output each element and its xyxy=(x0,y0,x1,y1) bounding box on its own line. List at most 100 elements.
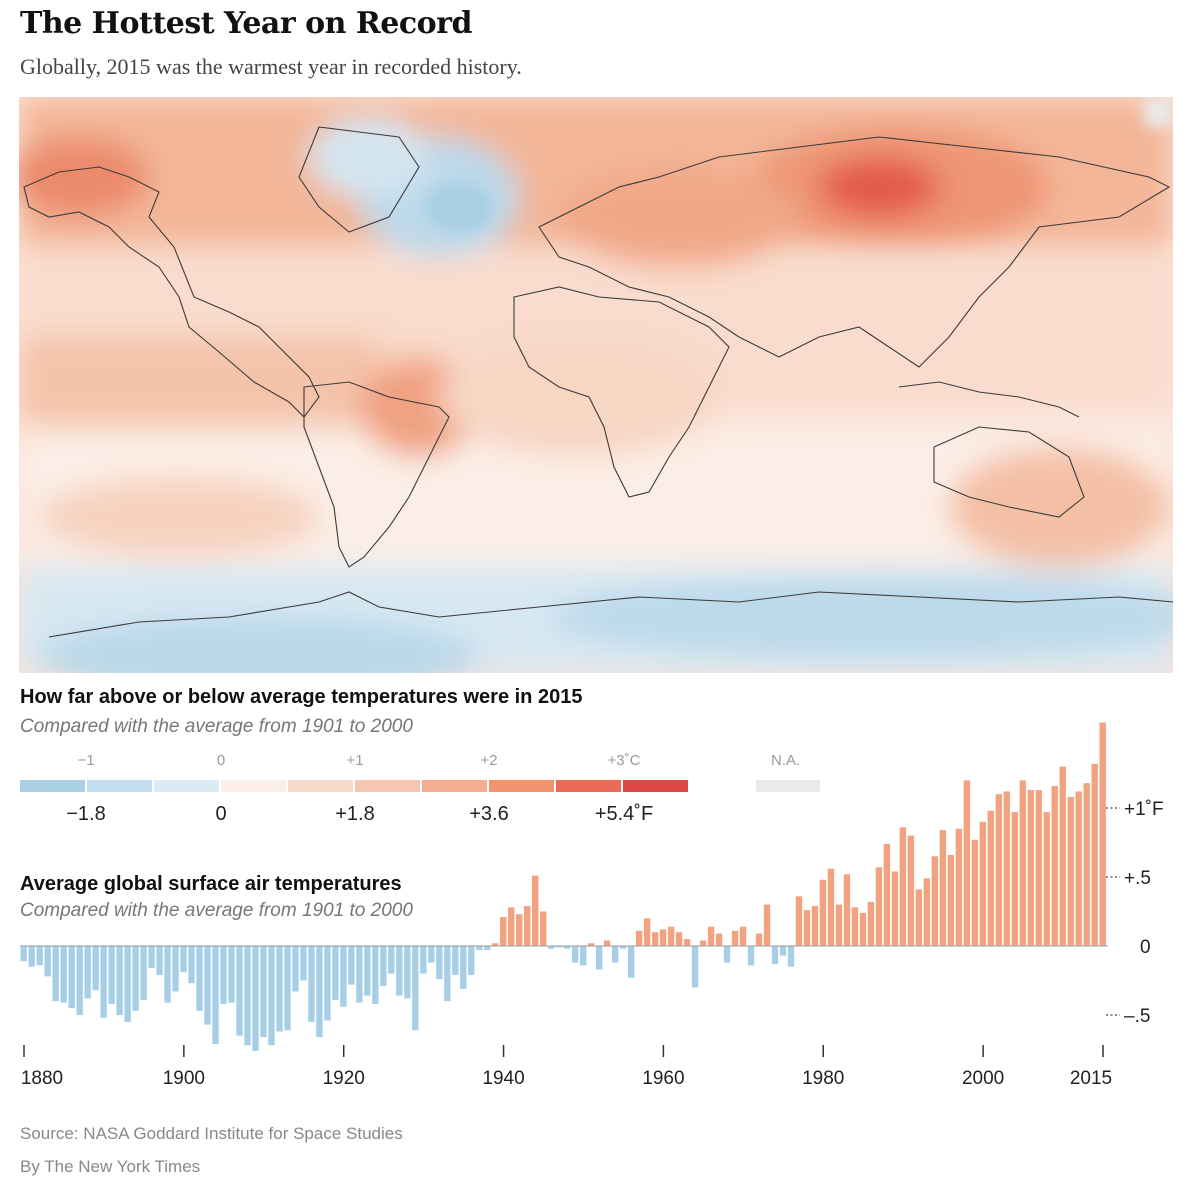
bar-2015 xyxy=(1099,722,1106,946)
bar-1882 xyxy=(36,946,43,966)
bar-2004 xyxy=(1011,812,1018,946)
bar-1980 xyxy=(819,879,827,946)
y-tick-label: +1˚F xyxy=(1124,799,1164,820)
bar-1888 xyxy=(84,946,91,999)
bar-1935 xyxy=(460,946,467,989)
bar-chart: Average global surface air temperatures … xyxy=(20,722,1164,1089)
bar-1997 xyxy=(955,828,963,946)
bar-1966 xyxy=(707,926,715,946)
bar-1890 xyxy=(100,946,107,1018)
bar-1941 xyxy=(508,907,515,946)
bar-1989 xyxy=(891,871,899,946)
legend-fahrenheit-label: −1.8 xyxy=(66,803,106,825)
bar-1929 xyxy=(412,946,419,1031)
north-america-outline xyxy=(23,166,320,418)
bar-1976 xyxy=(787,946,795,967)
bar-2008 xyxy=(1043,812,1050,946)
bar-1959 xyxy=(651,932,659,946)
bar-1920 xyxy=(340,946,347,1007)
bar-1881 xyxy=(28,946,35,967)
legend-fahrenheit-label: +3.6 xyxy=(469,803,509,825)
bar-1919 xyxy=(332,946,339,1000)
bar-2000 xyxy=(979,821,986,946)
bar-1942 xyxy=(516,914,523,946)
bar-1979 xyxy=(811,905,819,946)
bar-1931 xyxy=(428,946,435,963)
bar-2005 xyxy=(1019,780,1026,946)
legend-swatch xyxy=(154,780,219,792)
bar-1948 xyxy=(564,946,571,949)
bar-series xyxy=(20,722,1106,1051)
legend-subtitle: Compared with the average from 1901 to 2… xyxy=(20,716,413,737)
bar-1893 xyxy=(124,946,131,1022)
legend-na-swatch xyxy=(756,780,820,792)
bar-1954 xyxy=(611,946,619,963)
legend-celsius-label: +1 xyxy=(346,752,364,769)
bar-1944 xyxy=(532,875,539,946)
map-svg xyxy=(19,97,1173,673)
bar-1884 xyxy=(52,946,59,1002)
siberia-hottest xyxy=(819,157,939,217)
x-tick-label: 1920 xyxy=(323,1068,365,1089)
bar-2006 xyxy=(1027,790,1034,946)
x-tick-label: 1980 xyxy=(802,1068,844,1089)
chart-title: The Hottest Year on Record xyxy=(20,6,472,41)
legend-swatch xyxy=(87,780,152,792)
bar-1987 xyxy=(875,867,883,946)
bar-1969 xyxy=(731,930,739,946)
bar-1907 xyxy=(236,946,243,1036)
legend-fahrenheit-label: +5.4˚F xyxy=(594,803,654,825)
bar-1925 xyxy=(380,946,387,987)
legend-swatch xyxy=(489,780,554,792)
x-tick-label: 2015 xyxy=(1070,1068,1112,1089)
south-pacific-warm xyxy=(39,477,319,557)
bar-1968 xyxy=(723,946,731,963)
bar-2013 xyxy=(1083,783,1090,946)
bar-1992 xyxy=(915,889,923,946)
eurasia-outline xyxy=(538,136,1171,368)
bar-2007 xyxy=(1035,790,1042,946)
bar-1946 xyxy=(548,946,555,949)
bar-1973 xyxy=(763,904,771,946)
source-note: Source: NASA Goddard Institute for Space… xyxy=(20,1124,403,1143)
legend-swatch xyxy=(422,780,487,792)
bar-1964 xyxy=(691,946,699,988)
bar-1918 xyxy=(324,946,331,1021)
bar-1892 xyxy=(116,946,123,1015)
africa-outline xyxy=(513,286,730,498)
bar-1932 xyxy=(436,946,443,980)
bar-2001 xyxy=(987,810,994,946)
legend-swatch xyxy=(20,780,85,792)
legend-celsius-label: +3˚C xyxy=(607,752,641,769)
bar-2011 xyxy=(1067,796,1074,946)
y-tick-label: +.5 xyxy=(1124,868,1151,889)
southwest-pacific-warm xyxy=(949,447,1169,567)
bar-1952 xyxy=(595,946,603,970)
bar-1981 xyxy=(827,868,835,946)
x-tick-label: 1900 xyxy=(163,1068,205,1089)
bar-2002 xyxy=(995,794,1002,946)
bar-1939 xyxy=(492,943,499,946)
y-tick-label: –.5 xyxy=(1124,1006,1150,1027)
bar-1953 xyxy=(603,940,611,946)
bar-1977 xyxy=(795,896,803,946)
bar-1911 xyxy=(268,946,275,1046)
bar-2012 xyxy=(1075,791,1082,946)
indian-ocean-warm xyxy=(439,337,719,457)
bar-1922 xyxy=(356,946,363,1003)
antarctica-outline xyxy=(48,591,1173,638)
coastlines xyxy=(23,126,1173,638)
bar-1897 xyxy=(156,946,163,975)
bar-chart-title: Average global surface air temperatures xyxy=(20,873,402,895)
legend-celsius-label: 0 xyxy=(216,752,226,769)
bar-1880 xyxy=(20,946,27,962)
bar-1950 xyxy=(579,946,587,966)
bar-1998 xyxy=(963,780,971,946)
bar-1990 xyxy=(899,827,907,946)
bar-1924 xyxy=(372,946,379,1004)
bar-1994 xyxy=(931,856,939,946)
bar-1917 xyxy=(316,946,323,1038)
bar-1970 xyxy=(739,926,747,946)
bar-1923 xyxy=(364,946,371,996)
bar-1951 xyxy=(587,943,595,946)
